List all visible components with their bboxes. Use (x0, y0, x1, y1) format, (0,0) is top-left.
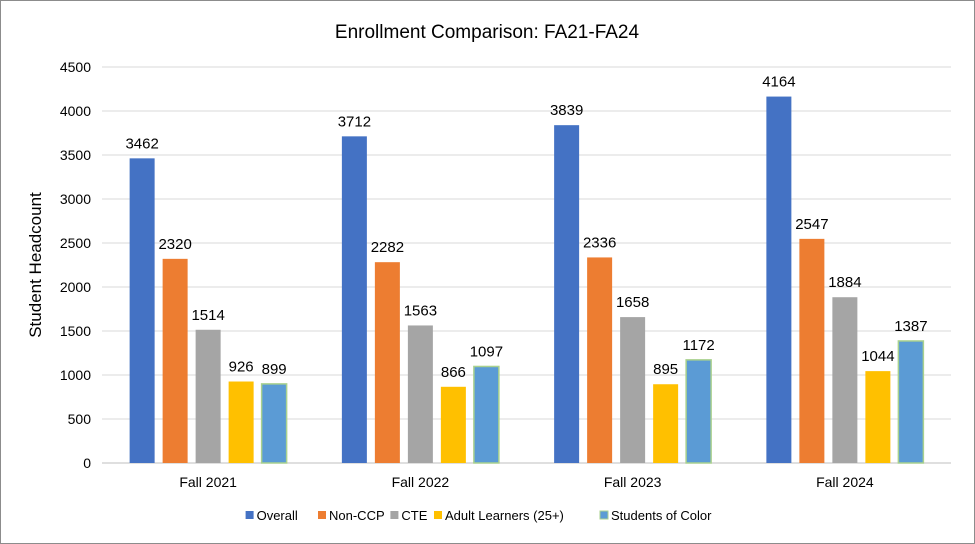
data-label: 866 (441, 364, 466, 381)
bar-students-of-color (685, 359, 712, 464)
y-tick-label: 4500 (60, 59, 91, 75)
bar-overall (341, 136, 367, 463)
y-tick-label: 0 (83, 455, 91, 471)
data-label: 3462 (125, 135, 158, 152)
data-label: 2547 (795, 216, 828, 233)
bar-non-ccp (799, 238, 825, 463)
y-tick-label: 2000 (60, 279, 91, 295)
y-tick-label: 3000 (60, 191, 91, 207)
bar-overall (129, 158, 155, 463)
y-tick-label: 1000 (60, 367, 91, 383)
data-label: 899 (262, 361, 287, 378)
bar-adult-learners-25 (653, 384, 679, 463)
data-label: 3839 (550, 102, 583, 119)
data-label: 2282 (371, 239, 404, 256)
data-label: 2320 (158, 236, 191, 253)
bar-non-ccp (587, 257, 613, 463)
legend-label: Adult Learners (25+) (445, 508, 564, 523)
x-tick-label: Fall 2024 (816, 474, 874, 490)
y-tick-label: 3500 (60, 147, 91, 163)
legend-swatch (434, 511, 442, 519)
data-label: 1097 (470, 343, 503, 360)
y-axis-label: Student Headcount (26, 192, 45, 338)
y-tick-label: 500 (68, 411, 92, 427)
bar-cte (832, 297, 858, 463)
legend-label: Non-CCP (329, 508, 385, 523)
legend-swatch (390, 511, 399, 519)
bar-non-ccp (162, 258, 188, 463)
data-label: 1387 (894, 318, 927, 335)
data-label: 3712 (338, 113, 371, 130)
bar-adult-learners-25 (440, 386, 466, 463)
data-label: 4164 (762, 74, 795, 91)
legend-label: Students of Color (611, 508, 712, 523)
y-tick-label: 4000 (60, 103, 91, 119)
bar-non-ccp (374, 262, 400, 463)
data-label: 1563 (404, 302, 437, 319)
bar-cte (407, 325, 433, 463)
chart-title: Enrollment Comparison: FA21-FA24 (335, 22, 640, 43)
data-label: 1514 (191, 307, 224, 324)
y-tick-label: 1500 (60, 323, 91, 339)
bar-cte (620, 317, 646, 463)
legend-label: Overall (257, 508, 298, 523)
bar-cte (195, 329, 221, 463)
bar-overall (554, 125, 580, 463)
data-label: 1658 (616, 294, 649, 311)
y-tick-label: 2500 (60, 235, 91, 251)
data-label: 1172 (682, 337, 714, 354)
bar-adult-learners-25 (865, 371, 891, 463)
data-label: 895 (653, 361, 678, 378)
legend-swatch (245, 511, 254, 519)
data-label: 1044 (861, 348, 894, 365)
legend-swatch (318, 511, 326, 519)
data-label: 926 (229, 359, 254, 376)
bar-overall (766, 96, 792, 464)
legend-label: CTE (401, 508, 427, 523)
x-tick-label: Fall 2023 (604, 474, 662, 490)
data-label: 2336 (583, 234, 616, 251)
data-label: 1884 (828, 274, 861, 291)
bar-students-of-color (473, 365, 500, 464)
bar-students-of-color (260, 383, 288, 464)
bar-adult-learners-25 (228, 381, 254, 463)
x-tick-label: Fall 2021 (179, 474, 237, 490)
x-tick-label: Fall 2022 (392, 474, 450, 490)
legend-swatch (599, 510, 609, 520)
bar-students-of-color (897, 340, 925, 464)
